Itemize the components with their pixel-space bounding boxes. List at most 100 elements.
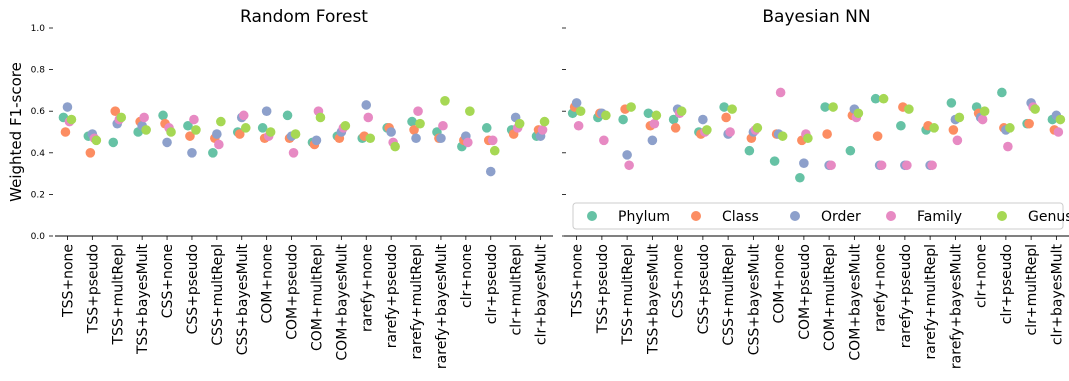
x-tick-label: rarefy+none <box>359 244 375 332</box>
x-tick-label: rarefy+multRepl <box>923 244 939 359</box>
point-phylum <box>795 172 805 183</box>
point-order <box>386 127 396 137</box>
point-phylum <box>769 156 780 166</box>
point-class <box>234 129 245 139</box>
legend-label-phylum: Phylum <box>618 209 670 225</box>
legend-marker-family <box>886 211 896 221</box>
point-phylum <box>183 120 193 131</box>
point-order <box>187 148 197 158</box>
legend-marker-class <box>691 211 701 221</box>
point-family <box>876 160 887 171</box>
point-genus <box>116 112 127 123</box>
point-phylum <box>618 114 628 125</box>
point-genus <box>240 123 251 133</box>
point-genus <box>954 112 965 123</box>
x-tick-label: COM+none <box>260 244 276 324</box>
point-order <box>162 137 172 148</box>
x-tick-label: rarefy+multRepl <box>409 244 425 359</box>
point-family <box>599 135 609 146</box>
point-genus <box>340 120 351 131</box>
point-genus <box>91 135 102 146</box>
point-genus <box>66 114 77 125</box>
point-phylum <box>668 114 679 125</box>
point-genus <box>929 123 939 133</box>
x-tick-label: CSS+bayesMult <box>746 244 762 356</box>
x-tick-label: clr+none <box>974 244 990 308</box>
point-genus <box>365 133 376 144</box>
point-class <box>948 125 959 135</box>
point-phylum <box>158 110 168 121</box>
legend-label-family: Family <box>917 209 962 225</box>
point-family <box>1053 127 1064 137</box>
point-phylum <box>282 110 293 121</box>
x-tick-label: TSS+pseudo <box>85 244 101 334</box>
point-class <box>822 129 832 139</box>
point-genus <box>465 106 475 116</box>
x-tick-label: CSS+none <box>160 244 176 318</box>
x-tick-label: rarefy+pseudo <box>898 244 914 348</box>
x-tick-label: CSS+none <box>671 244 687 318</box>
y-axis-label: Weighted F1-score <box>7 62 25 202</box>
point-phylum <box>997 87 1007 98</box>
y-tick-label: 0.6 <box>31 107 46 117</box>
point-genus <box>979 106 990 116</box>
point-genus <box>878 93 889 104</box>
point-genus <box>777 131 788 141</box>
point-genus <box>803 133 813 144</box>
point-family <box>463 137 473 148</box>
point-genus <box>539 116 550 127</box>
point-order <box>361 100 372 110</box>
point-genus <box>1005 123 1015 133</box>
point-order <box>799 158 809 168</box>
x-tick-label: COM+multRepl <box>822 244 838 351</box>
x-tick-label: CSS+bayesMult <box>235 244 251 356</box>
point-family <box>487 135 498 146</box>
legend-marker-genus <box>997 211 1007 221</box>
point-genus <box>853 108 864 119</box>
x-tick-label: TSS+multRepl <box>110 244 126 345</box>
x-tick-label: clr+pseudo <box>999 244 1015 324</box>
x-tick-label: CSS+multRepl <box>210 244 226 346</box>
x-tick-label: rarefy+bayesMult <box>948 243 964 369</box>
point-class <box>872 131 883 141</box>
y-tick-label: 1.0 <box>31 24 46 34</box>
point-class <box>721 112 731 123</box>
x-tick-label: COM+pseudo <box>797 244 813 340</box>
point-genus <box>1030 104 1040 114</box>
point-order <box>622 150 632 160</box>
x-tick-label: clr+none <box>459 244 475 308</box>
point-family <box>238 110 249 121</box>
point-family <box>977 114 988 125</box>
point-genus <box>727 104 737 114</box>
legend-label-order: Order <box>821 209 861 225</box>
y-tick-label: 0.8 <box>31 66 46 76</box>
point-family <box>725 127 735 137</box>
point-class <box>1024 118 1034 129</box>
point-family <box>288 148 299 158</box>
x-tick-label: COM+pseudo <box>285 244 301 340</box>
point-class <box>185 131 195 141</box>
point-order <box>261 106 272 116</box>
x-tick-label: clr+multRepl <box>509 244 525 335</box>
point-class <box>110 106 121 116</box>
legend-marker-phylum <box>587 211 597 221</box>
y-tick-label: 0.4 <box>31 149 46 159</box>
point-order <box>436 133 446 144</box>
point-class <box>85 148 96 158</box>
point-genus <box>1055 114 1066 125</box>
point-genus <box>702 125 712 135</box>
point-family <box>624 160 634 171</box>
point-genus <box>290 129 301 139</box>
point-class <box>670 123 681 133</box>
point-genus <box>315 112 326 123</box>
point-genus <box>390 141 400 152</box>
x-tick-label: rarefy+none <box>873 244 889 332</box>
point-phylum <box>896 120 906 131</box>
x-tick-label: TSS+multRepl <box>620 244 636 345</box>
legend-label-class: Class <box>722 209 759 225</box>
point-phylum <box>257 123 268 133</box>
point-phylum <box>719 102 729 112</box>
point-order <box>571 98 582 108</box>
